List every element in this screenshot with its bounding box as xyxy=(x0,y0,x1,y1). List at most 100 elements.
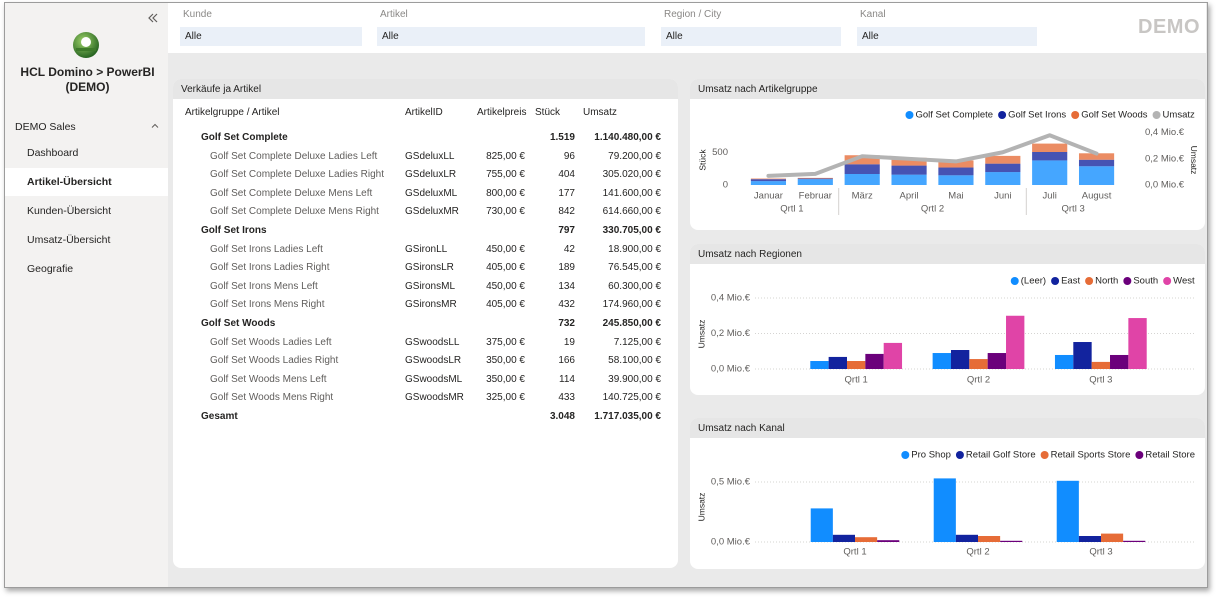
table-cell: Golf Set Woods Ladies Left xyxy=(210,336,332,348)
x-tick-label: Qrtl 1 xyxy=(845,375,868,386)
table-cell: GSironsML xyxy=(405,280,456,292)
table-panel: Verkäufe ja Artikel Artikelgruppe / Arti… xyxy=(173,79,678,568)
bar xyxy=(950,350,970,369)
y-tick-label: 0,5 Mio.€ xyxy=(711,477,751,488)
table-cell: 330.705,00 € xyxy=(602,225,661,236)
panel-title: Umsatz nach Kanal xyxy=(690,418,1205,438)
app-title: HCL Domino > PowerBI (DEMO) xyxy=(20,65,155,94)
legend-label: Golf Set Complete xyxy=(915,110,993,121)
y-tick-label: 0,4 Mio.€ xyxy=(1145,127,1185,138)
table-cell: Golf Set Complete Deluxe Ladies Left xyxy=(210,150,378,162)
legend: Golf Set Complete Golf Set Irons Golf Set … xyxy=(905,110,1195,121)
y-tick-label: 0,2 Mio.€ xyxy=(711,328,751,339)
dropdown[interactable]: Alle xyxy=(857,27,1037,46)
nav-item[interactable]: Umsatz-Übersicht xyxy=(27,234,111,246)
nav-section[interactable]: DEMO Sales xyxy=(15,121,76,133)
table-cell: 7.125,00 € xyxy=(613,336,661,348)
table-cell: Golf Set Irons Ladies Right xyxy=(210,262,330,274)
bar xyxy=(1128,318,1147,369)
nav-item[interactable]: Geografie xyxy=(27,263,74,275)
section-caret[interactable] xyxy=(150,121,160,131)
x-tick-label: Januar xyxy=(754,191,783,202)
table-cell: 76.545,00 € xyxy=(608,262,661,274)
column-header[interactable]: Artikelgruppe / Artikel xyxy=(185,107,280,118)
x-tick-label: Qrtl 1 xyxy=(843,547,866,558)
bar xyxy=(828,356,847,369)
bar-segment xyxy=(797,178,833,180)
table-cell: 797 xyxy=(558,225,575,236)
nav-item[interactable]: Artikel-Übersicht xyxy=(5,168,168,196)
table-cell: 405,00 € xyxy=(486,299,525,311)
table-cell: 141.600,00 € xyxy=(602,187,661,199)
x-group-label: Qrtl 2 xyxy=(921,204,944,215)
bar xyxy=(1073,342,1092,369)
bar-segment xyxy=(844,164,880,174)
collapse-button[interactable] xyxy=(146,11,160,25)
chart: 0,0 Mio.€ 0,2 Mio.€ 0,4 Mio.€ Umsatz Qrtl 1 Q… xyxy=(696,276,1195,386)
bar-segment xyxy=(891,174,927,185)
chart: 0,0 Mio.€ 0,5 Mio.€ Umsatz Qrtl 1 Qrtl 2 Qrtl… xyxy=(696,450,1195,558)
brand: DEMO xyxy=(1138,16,1200,38)
table-cell: GSwoodsLL xyxy=(405,336,460,348)
x-tick-label: Februar xyxy=(799,191,832,202)
table-cell: GSdeluxLL xyxy=(405,150,455,162)
filter-label: Kunde xyxy=(183,9,212,20)
y-tick-label: 0,4 Mio.€ xyxy=(711,293,751,304)
table-cell: GSwoodsMR xyxy=(405,392,464,404)
bar-segment xyxy=(750,181,787,185)
bar xyxy=(955,534,978,542)
filter-label: Artikel xyxy=(380,9,408,20)
table-cell: Golf Set Complete Deluxe Mens Left xyxy=(210,187,373,199)
dropdown[interactable]: Alle xyxy=(180,27,362,46)
column-header[interactable]: Umsatz xyxy=(583,107,617,118)
nav-item[interactable]: Dashboard xyxy=(27,147,79,159)
legend: Pro Shop Retail Golf Store Retail Sports S… xyxy=(901,450,1195,461)
legend-label: Golf Set Irons xyxy=(1008,110,1066,121)
x-tick-label: Juli xyxy=(1043,191,1057,202)
bar xyxy=(1006,315,1025,369)
legend-label: (Leer) xyxy=(1021,276,1046,287)
bar-segment xyxy=(891,157,927,166)
table-cell: Golf Set Woods Mens Left xyxy=(210,373,327,385)
x-group-label: Qrtl 1 xyxy=(780,204,803,215)
bar xyxy=(810,361,829,369)
panel-title: Umsatz nach Artikelgruppe xyxy=(690,79,1205,99)
dropdown[interactable]: Alle xyxy=(661,27,841,46)
chart-panel: Umsatz nach Regionen 0,0 Mio.€ 0,2 Mio.€ 0… xyxy=(690,244,1205,395)
column-header[interactable]: Stück xyxy=(535,107,561,118)
bar xyxy=(987,353,1007,369)
bar-segment xyxy=(1032,152,1068,161)
x-tick-label: März xyxy=(852,191,873,202)
bar-segment xyxy=(750,178,787,180)
table-cell: Golf Set Complete Deluxe Mens Right xyxy=(210,206,379,218)
bar-segment xyxy=(938,175,974,185)
legend-swatch xyxy=(998,111,1007,119)
table-cell: GSironsLR xyxy=(405,262,454,274)
bar xyxy=(855,537,878,542)
table-cell: GSwoodsML xyxy=(405,373,463,385)
table-cell: 177 xyxy=(558,187,575,199)
table-cell: 450,00 € xyxy=(486,243,525,255)
table-cell: Golf Set Irons Ladies Left xyxy=(210,243,323,255)
table-cell: 134 xyxy=(558,280,575,292)
table-cell: 755,00 € xyxy=(486,169,525,181)
bar xyxy=(1056,480,1079,542)
filter-label: Region / City xyxy=(664,9,722,20)
dropdown[interactable]: Alle xyxy=(377,27,645,46)
table-cell: 450,00 € xyxy=(486,280,525,292)
table-cell: Golf Set Complete Deluxe Ladies Right xyxy=(210,169,384,181)
bar-segment xyxy=(1032,143,1068,152)
bar xyxy=(832,534,855,542)
table-cell: Golf Set Irons Mens Right xyxy=(210,299,325,311)
y-tick-label: 0,0 Mio.€ xyxy=(1145,180,1185,191)
legend-swatch xyxy=(1051,277,1060,285)
bar xyxy=(1101,533,1124,542)
column-header[interactable]: Artikelpreis xyxy=(477,107,527,118)
column-header[interactable]: ArtikelID xyxy=(405,107,443,118)
table-cell: Golf Set Irons Mens Left xyxy=(210,280,318,292)
legend-label: Retail Golf Store xyxy=(966,450,1036,461)
y-tick-label: 500 xyxy=(712,147,728,158)
table-cell: 732 xyxy=(558,318,575,329)
bar-segment xyxy=(891,165,927,175)
nav-item[interactable]: Kunden-Übersicht xyxy=(27,205,112,217)
